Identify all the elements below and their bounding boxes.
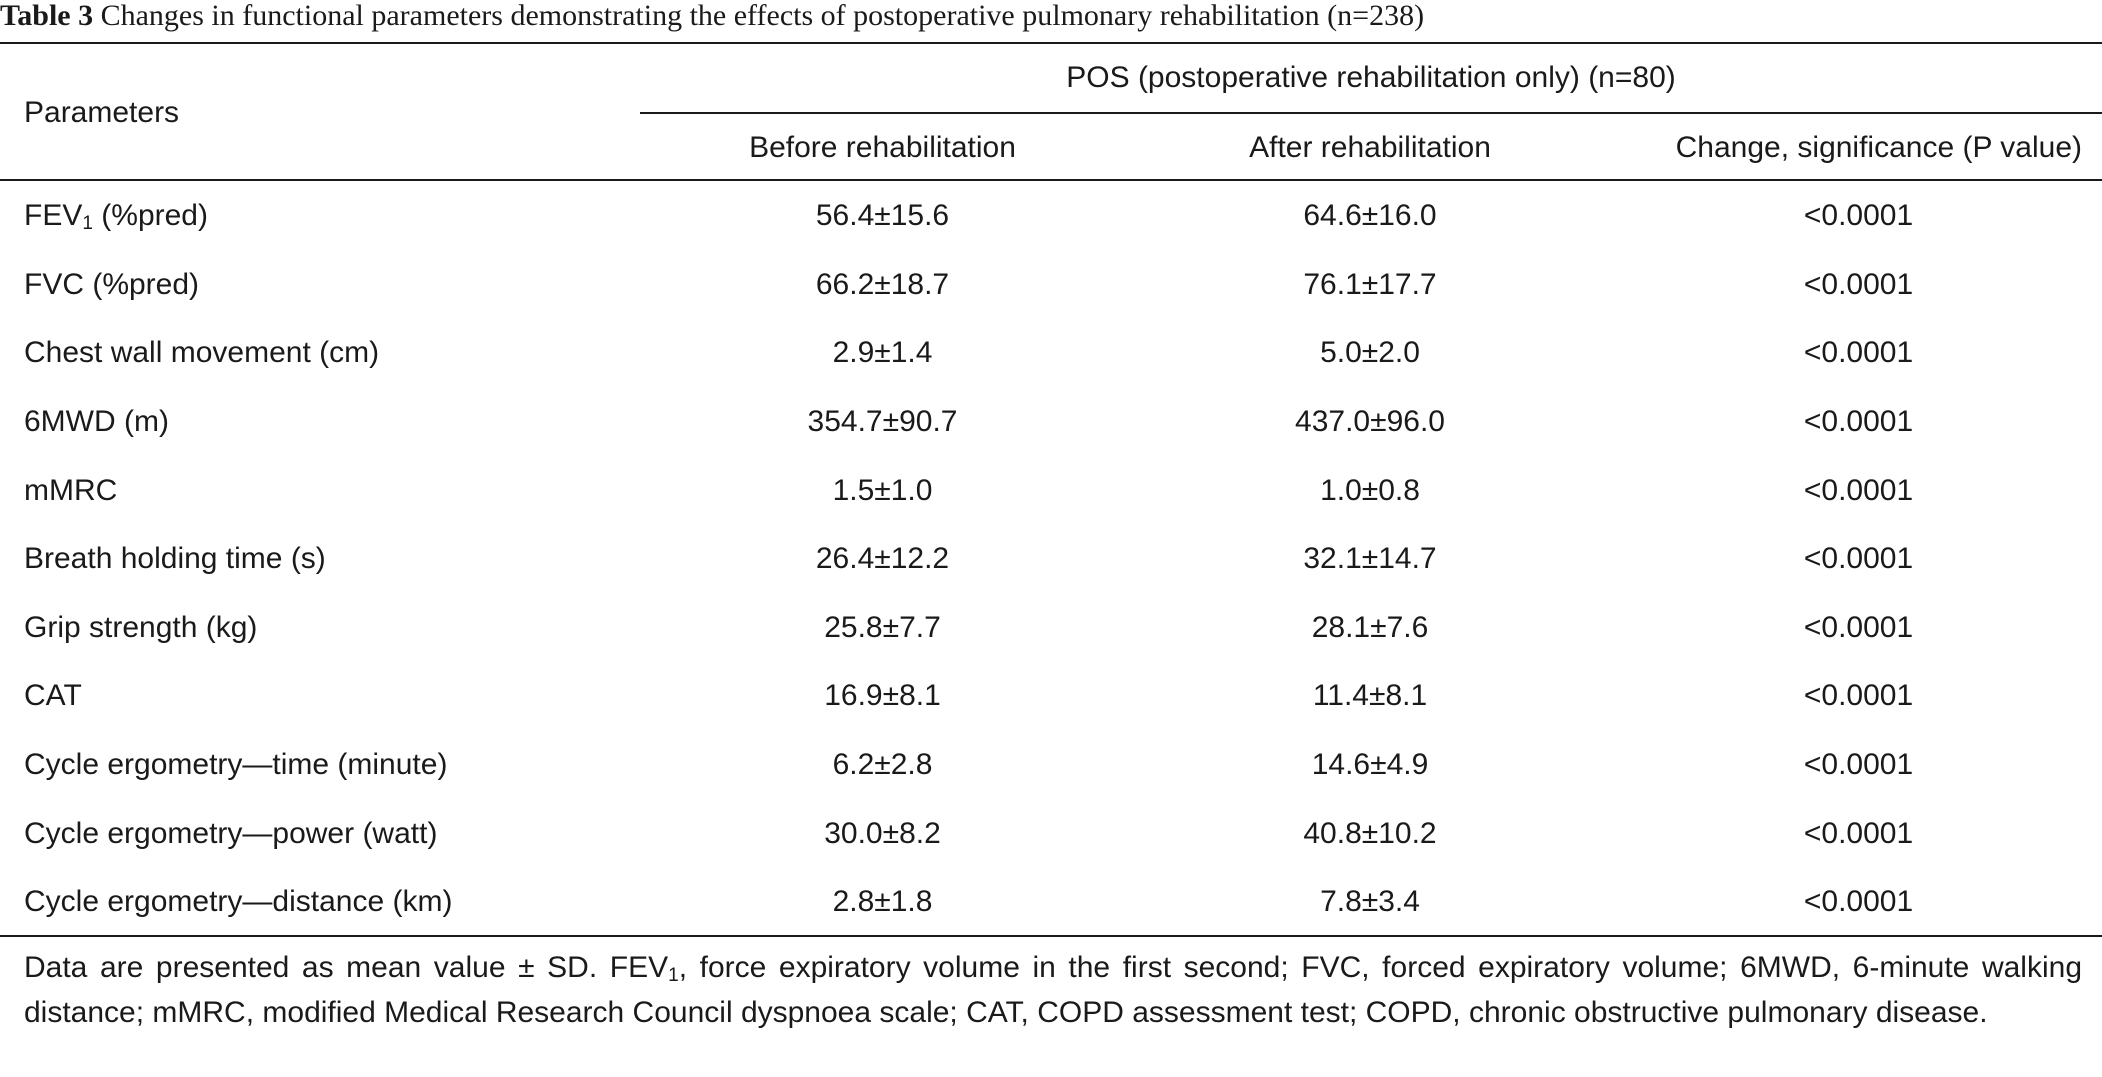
cell-after: 28.1±7.6 [1311, 610, 1429, 644]
parameter-name: Cycle ergometry—power (watt) [24, 816, 438, 850]
parameter-name: FEV [24, 199, 83, 233]
cell-parameter: FVC (%pred) [0, 251, 640, 320]
cell-after: 76.1±17.7 [1303, 267, 1437, 301]
column-header-after: After rehabilitation [1249, 131, 1491, 164]
cell-p-value: <0.0001 [1803, 199, 1914, 233]
footnote-part1: Data are presented as mean value ± SD. F… [24, 951, 669, 984]
top-rule [0, 42, 2102, 44]
cell-parameter: Breath holding time (s) [0, 525, 640, 594]
parameter-name: Cycle ergometry—distance (km) [24, 885, 453, 919]
cell-after: 437.0±96.0 [1295, 405, 1445, 439]
cell-before: 56.4±15.6 [815, 199, 950, 233]
cell-parameter: mMRC [0, 456, 640, 525]
parameter-name: CAT [24, 679, 82, 713]
parameter-name: FVC (%pred) [24, 267, 200, 301]
cell-parameter: 6MWD (m) [0, 388, 640, 457]
cell-after: 7.8±3.4 [1320, 885, 1420, 919]
cell-p-value: <0.0001 [1803, 748, 1914, 782]
table-footnote: Data are presented as mean value ± SD. F… [24, 945, 2082, 1035]
parameter-suffix: (%pred) [92, 199, 208, 233]
table-row: FEV1 (%pred) 56.4±15.6 64.6±16.0 <0.0001 [0, 182, 2102, 251]
cell-parameter: Grip strength (kg) [0, 594, 640, 663]
cell-after: 1.0±0.8 [1320, 473, 1420, 507]
cell-before: 6.2±2.8 [832, 748, 933, 782]
cell-before: 354.7±90.7 [807, 405, 958, 439]
cell-before: 2.8±1.8 [832, 885, 933, 919]
cell-p-value: <0.0001 [1803, 473, 1914, 507]
table-row: Cycle ergometry—power (watt) 30.0±8.2 40.8… [0, 799, 2102, 868]
header-row-group: Parameters POS (postoperative rehabilita… [0, 44, 2102, 129]
header-rule [0, 179, 2102, 181]
parameter-name: Cycle ergometry—time (minute) [24, 748, 448, 782]
column-header-change: Change, significance (P value) [1675, 131, 2082, 164]
parameter-name: mMRC [24, 473, 118, 507]
cell-p-value: <0.0001 [1803, 610, 1914, 644]
bottom-rule [0, 935, 2102, 937]
footnote-subscript: 1 [668, 965, 679, 986]
table-body: FEV1 (%pred) 56.4±15.6 64.6±16.0 <0.0001 FVC… [0, 182, 2102, 937]
cell-p-value: <0.0001 [1803, 885, 1914, 919]
table-row: Grip strength (kg) 25.8±7.7 28.1±7.6 <0.000… [0, 594, 2102, 663]
cell-after: 40.8±10.2 [1303, 816, 1437, 850]
parameter-name: Breath holding time (s) [24, 542, 326, 576]
parameter-name: 6MWD (m) [24, 405, 169, 439]
parameter-subscript: 1 [82, 213, 93, 235]
cell-parameter: Chest wall movement (cm) [0, 319, 640, 388]
table-row: mMRC 1.5±1.0 1.0±0.8 <0.0001 [0, 456, 2102, 525]
cell-before: 16.9±8.1 [824, 679, 941, 713]
cell-after: 11.4±8.1 [1312, 679, 1428, 713]
table-row: Cycle ergometry—time (minute) 6.2±2.8 14.6… [0, 731, 2102, 800]
table-row: Breath holding time (s) 26.4±12.2 32.1±14.… [0, 525, 2102, 594]
cell-after: 14.6±4.9 [1311, 748, 1429, 782]
column-header-before: Before rehabilitation [749, 131, 1016, 164]
table-row: 6MWD (m) 354.7±90.7 437.0±96.0 <0.0001 [0, 388, 2102, 457]
cell-before: 66.2±18.7 [815, 267, 950, 301]
table-row: CAT 16.9±8.1 11.4±8.1 <0.0001 [0, 662, 2102, 731]
cell-parameter: Cycle ergometry—power (watt) [0, 799, 640, 868]
cell-before: 2.9±1.4 [832, 336, 933, 370]
cell-parameter: Cycle ergometry—time (minute) [0, 731, 640, 800]
table-caption: Table 3 Changes in functional parameters… [0, 0, 2102, 40]
table-row: Cycle ergometry—distance (km) 2.8±1.8 7.8±… [0, 868, 2102, 937]
cell-p-value: <0.0001 [1803, 336, 1914, 370]
cell-parameter: CAT [0, 662, 640, 731]
table-label: Table 3 [0, 0, 94, 32]
parameters-header: Parameters [24, 96, 180, 129]
cell-after: 32.1±14.7 [1303, 542, 1437, 576]
parameter-name: Chest wall movement (cm) [24, 336, 380, 370]
cell-p-value: <0.0001 [1803, 405, 1914, 439]
cell-before: 25.8±7.7 [824, 610, 941, 644]
footnote-part2: , force expiratory volume in the first s… [24, 951, 2083, 1029]
cell-before: 1.5±1.0 [832, 473, 933, 507]
cell-p-value: <0.0001 [1803, 267, 1914, 301]
parameter-name: Grip strength (kg) [24, 610, 258, 644]
results-table: Parameters POS (postoperative rehabilita… [0, 44, 2102, 937]
cell-parameter: Cycle ergometry—distance (km) [0, 868, 640, 937]
cell-p-value: <0.0001 [1803, 816, 1914, 850]
cell-before: 26.4±12.2 [815, 542, 950, 576]
cell-parameter: FEV1 (%pred) [0, 182, 640, 251]
group-header: POS (postoperative rehabilitation only) … [640, 44, 2102, 114]
cell-p-value: <0.0001 [1803, 542, 1914, 576]
table-row: FVC (%pred) 66.2±18.7 76.1±17.7 <0.0001 [0, 251, 2102, 320]
cell-p-value: <0.0001 [1803, 679, 1914, 713]
cell-before: 30.0±8.2 [824, 816, 941, 850]
cell-after: 64.6±16.0 [1303, 199, 1437, 233]
header-row-columns: Before rehabilitation After rehabilitati… [0, 113, 2102, 182]
table-row: Chest wall movement (cm) 2.9±1.4 5.0±2.0 <0… [0, 319, 2102, 388]
table-title: Changes in functional parameters demonst… [100, 0, 1425, 32]
cell-after: 5.0±2.0 [1320, 336, 1420, 370]
